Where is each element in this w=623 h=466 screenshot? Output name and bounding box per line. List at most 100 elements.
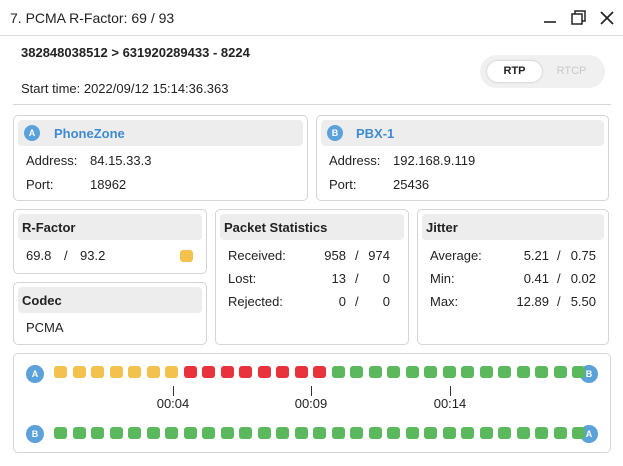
row1-start-badge: A bbox=[26, 365, 44, 383]
row2-start-badge: B bbox=[26, 425, 44, 443]
row2-quality-square[interactable] bbox=[239, 427, 252, 439]
jitter-row-sep: / bbox=[557, 271, 561, 286]
row1-quality-square[interactable] bbox=[91, 366, 104, 378]
row2-quality-square[interactable] bbox=[553, 427, 567, 439]
row2-quality-square[interactable] bbox=[461, 427, 474, 439]
row1-quality-square[interactable] bbox=[54, 366, 67, 378]
endpoint-b-port: 25436 bbox=[393, 177, 430, 192]
row1-quality-square[interactable] bbox=[368, 366, 382, 378]
row1-quality-square[interactable] bbox=[294, 366, 308, 378]
endpoint-a-address-label: Address: bbox=[26, 153, 78, 168]
divider bbox=[13, 104, 611, 105]
minimize-icon[interactable] bbox=[540, 8, 560, 28]
row2-quality-square[interactable] bbox=[572, 427, 585, 439]
quality-timeline: A B B A 00:04 00:09 00:14 bbox=[13, 353, 611, 453]
title-bar: 7. PCMA R-Factor: 69 / 93 bbox=[0, 0, 623, 36]
row2-quality-square[interactable] bbox=[165, 427, 178, 439]
row1-quality-square[interactable] bbox=[72, 366, 86, 378]
row2-quality-square[interactable] bbox=[516, 427, 530, 439]
rfactor-header: R-Factor bbox=[18, 214, 202, 240]
row1-quality-square[interactable] bbox=[313, 366, 326, 378]
rtp-tab[interactable]: RTP bbox=[487, 61, 542, 82]
endpoint-a-port-label: Port: bbox=[26, 177, 54, 192]
row1-quality-square[interactable] bbox=[516, 366, 530, 378]
row1-quality-square[interactable] bbox=[405, 366, 419, 378]
row2-quality-square[interactable] bbox=[257, 427, 271, 439]
row1-quality-square[interactable] bbox=[535, 366, 548, 378]
rtp-rtcp-toggle: RTP RTCP bbox=[480, 55, 605, 88]
row1-quality-square[interactable] bbox=[442, 366, 456, 378]
row2-quality-square[interactable] bbox=[183, 427, 197, 439]
row1-quality-square[interactable] bbox=[424, 366, 437, 378]
row1-quality-square[interactable] bbox=[220, 366, 234, 378]
rfactor-status-indicator bbox=[180, 250, 193, 262]
endpoint-a-header: A PhoneZone bbox=[18, 120, 303, 146]
rfactor-title: R-Factor bbox=[22, 220, 76, 235]
row1-quality-square[interactable] bbox=[331, 366, 345, 378]
row1-quality-square[interactable] bbox=[350, 366, 363, 378]
rfactor-a: 69.8 bbox=[26, 248, 52, 263]
row2-quality-square[interactable] bbox=[350, 427, 363, 439]
row1-quality-square[interactable] bbox=[128, 366, 141, 378]
endpoint-b-card: B PBX-1 Address: 192.168.9.119 Port: 254… bbox=[316, 115, 609, 201]
endpoint-a-address: 84.15.33.3 bbox=[90, 153, 152, 168]
jitter-row-label: Min: bbox=[430, 271, 455, 286]
endpoint-a-card: A PhoneZone Address: 84.15.33.3 Port: 18… bbox=[13, 115, 308, 201]
maximize-icon[interactable] bbox=[568, 8, 588, 28]
row2-quality-square[interactable] bbox=[220, 427, 234, 439]
row2-quality-square[interactable] bbox=[405, 427, 419, 439]
jitter-card: Jitter Average: 5.21 / 0.75 Min: 0.41 / … bbox=[417, 209, 609, 345]
row1-quality-square[interactable] bbox=[387, 366, 400, 378]
row1-quality-square[interactable] bbox=[109, 366, 123, 378]
row1-quality-square[interactable] bbox=[553, 366, 567, 378]
row2-quality-square[interactable] bbox=[202, 427, 215, 439]
row1-quality-square[interactable] bbox=[165, 366, 178, 378]
row2-quality-square[interactable] bbox=[331, 427, 345, 439]
row2-quality-square[interactable] bbox=[368, 427, 382, 439]
endpoint-b-address: 192.168.9.119 bbox=[393, 153, 476, 168]
row2-quality-square[interactable] bbox=[387, 427, 400, 439]
row2-quality-square[interactable] bbox=[442, 427, 456, 439]
row1-quality-square[interactable] bbox=[461, 366, 474, 378]
row2-quality-square[interactable] bbox=[535, 427, 548, 439]
row1-quality-square[interactable] bbox=[257, 366, 271, 378]
codec-title: Codec bbox=[22, 293, 62, 308]
row2-quality-square[interactable] bbox=[498, 427, 511, 439]
endpoint-b-port-label: Port: bbox=[329, 177, 357, 192]
jitter-row-a: 12.89 bbox=[516, 294, 549, 309]
row1-quality-square[interactable] bbox=[498, 366, 511, 378]
call-id: 382848038512 > 631920289433 - 8224 bbox=[21, 45, 250, 60]
row1-quality-square[interactable] bbox=[239, 366, 252, 378]
row1-quality-square[interactable] bbox=[276, 366, 289, 378]
row2-quality-square[interactable] bbox=[54, 427, 67, 439]
packet-row-label: Rejected: bbox=[228, 294, 283, 309]
row2-quality-square[interactable] bbox=[313, 427, 326, 439]
row2-quality-square[interactable] bbox=[276, 427, 289, 439]
row1-quality-square[interactable] bbox=[479, 366, 493, 378]
row1-quality-square[interactable] bbox=[572, 366, 585, 378]
timeline-tick-label: 00:04 bbox=[156, 396, 190, 411]
close-icon[interactable] bbox=[597, 8, 617, 28]
row2-quality-square[interactable] bbox=[294, 427, 308, 439]
packet-row-sep: / bbox=[355, 294, 359, 309]
packet-stats-card: Packet Statistics Received: 958 / 974 Lo… bbox=[215, 209, 409, 345]
codec-header: Codec bbox=[18, 287, 202, 313]
jitter-row-a: 5.21 bbox=[523, 248, 549, 263]
rtcp-tab[interactable]: RTCP bbox=[556, 65, 587, 77]
jitter-row-sep: / bbox=[557, 248, 561, 263]
row2-quality-square[interactable] bbox=[72, 427, 86, 439]
row2-quality-square[interactable] bbox=[91, 427, 104, 439]
codec-value: PCMA bbox=[26, 320, 64, 335]
rfactor-b: 93.2 bbox=[80, 248, 106, 263]
packet-row-a: 0 bbox=[338, 294, 346, 309]
endpoint-b-badge: B bbox=[327, 125, 343, 141]
row2-quality-square[interactable] bbox=[479, 427, 493, 439]
row2-quality-square[interactable] bbox=[109, 427, 123, 439]
row1-quality-square[interactable] bbox=[202, 366, 215, 378]
row1-quality-square[interactable] bbox=[146, 366, 160, 378]
row2-quality-square[interactable] bbox=[424, 427, 437, 439]
row2-quality-square[interactable] bbox=[146, 427, 160, 439]
row2-quality-square[interactable] bbox=[128, 427, 141, 439]
row1-quality-square[interactable] bbox=[183, 366, 197, 378]
window-title: 7. PCMA R-Factor: 69 / 93 bbox=[10, 10, 175, 26]
